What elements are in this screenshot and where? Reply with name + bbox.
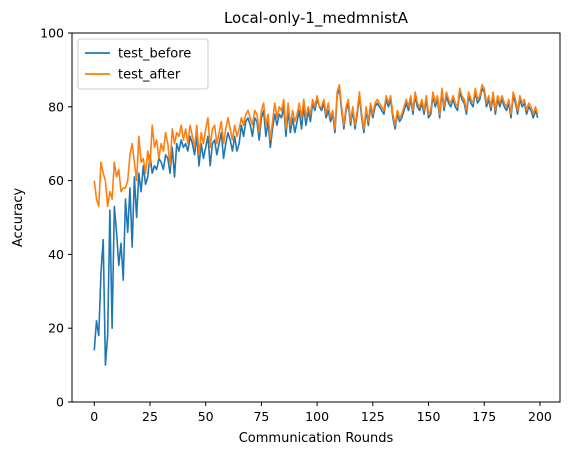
x-tick-label: 175	[472, 409, 496, 424]
x-axis-label: Communication Rounds	[239, 431, 394, 446]
x-tick-label: 200	[528, 409, 552, 424]
x-axis-ticks: 0 25 50 75 100 125 150 175 200	[90, 402, 552, 424]
plot-frame	[71, 32, 561, 403]
x-tick-label: 0	[90, 409, 98, 424]
legend-label-test_before: test_before	[118, 47, 191, 62]
legend: test_before test_after	[77, 38, 209, 90]
y-axis-ticks: 0 20 40 60 80 100	[40, 26, 72, 410]
x-tick-label: 75	[253, 409, 269, 424]
y-tick-label: 60	[48, 173, 64, 188]
y-tick-label: 100	[40, 26, 64, 41]
x-tick-label: 125	[361, 409, 385, 424]
legend-frame	[77, 38, 209, 90]
x-tick-label: 150	[417, 409, 441, 424]
series-group	[93, 83, 539, 366]
y-axis-label: Accuracy	[11, 188, 26, 248]
y-tick-label: 40	[48, 247, 64, 262]
series-line-test_after	[93, 83, 539, 208]
legend-label-test_after: test_after	[118, 68, 181, 83]
x-tick-label: 100	[305, 409, 329, 424]
x-tick-label: 50	[198, 409, 214, 424]
y-tick-label: 80	[48, 99, 64, 114]
y-tick-label: 20	[48, 321, 64, 336]
x-tick-label: 25	[142, 409, 158, 424]
chart-title: Local-only-1_medmnistA	[224, 9, 409, 28]
y-tick-label: 0	[56, 395, 64, 410]
